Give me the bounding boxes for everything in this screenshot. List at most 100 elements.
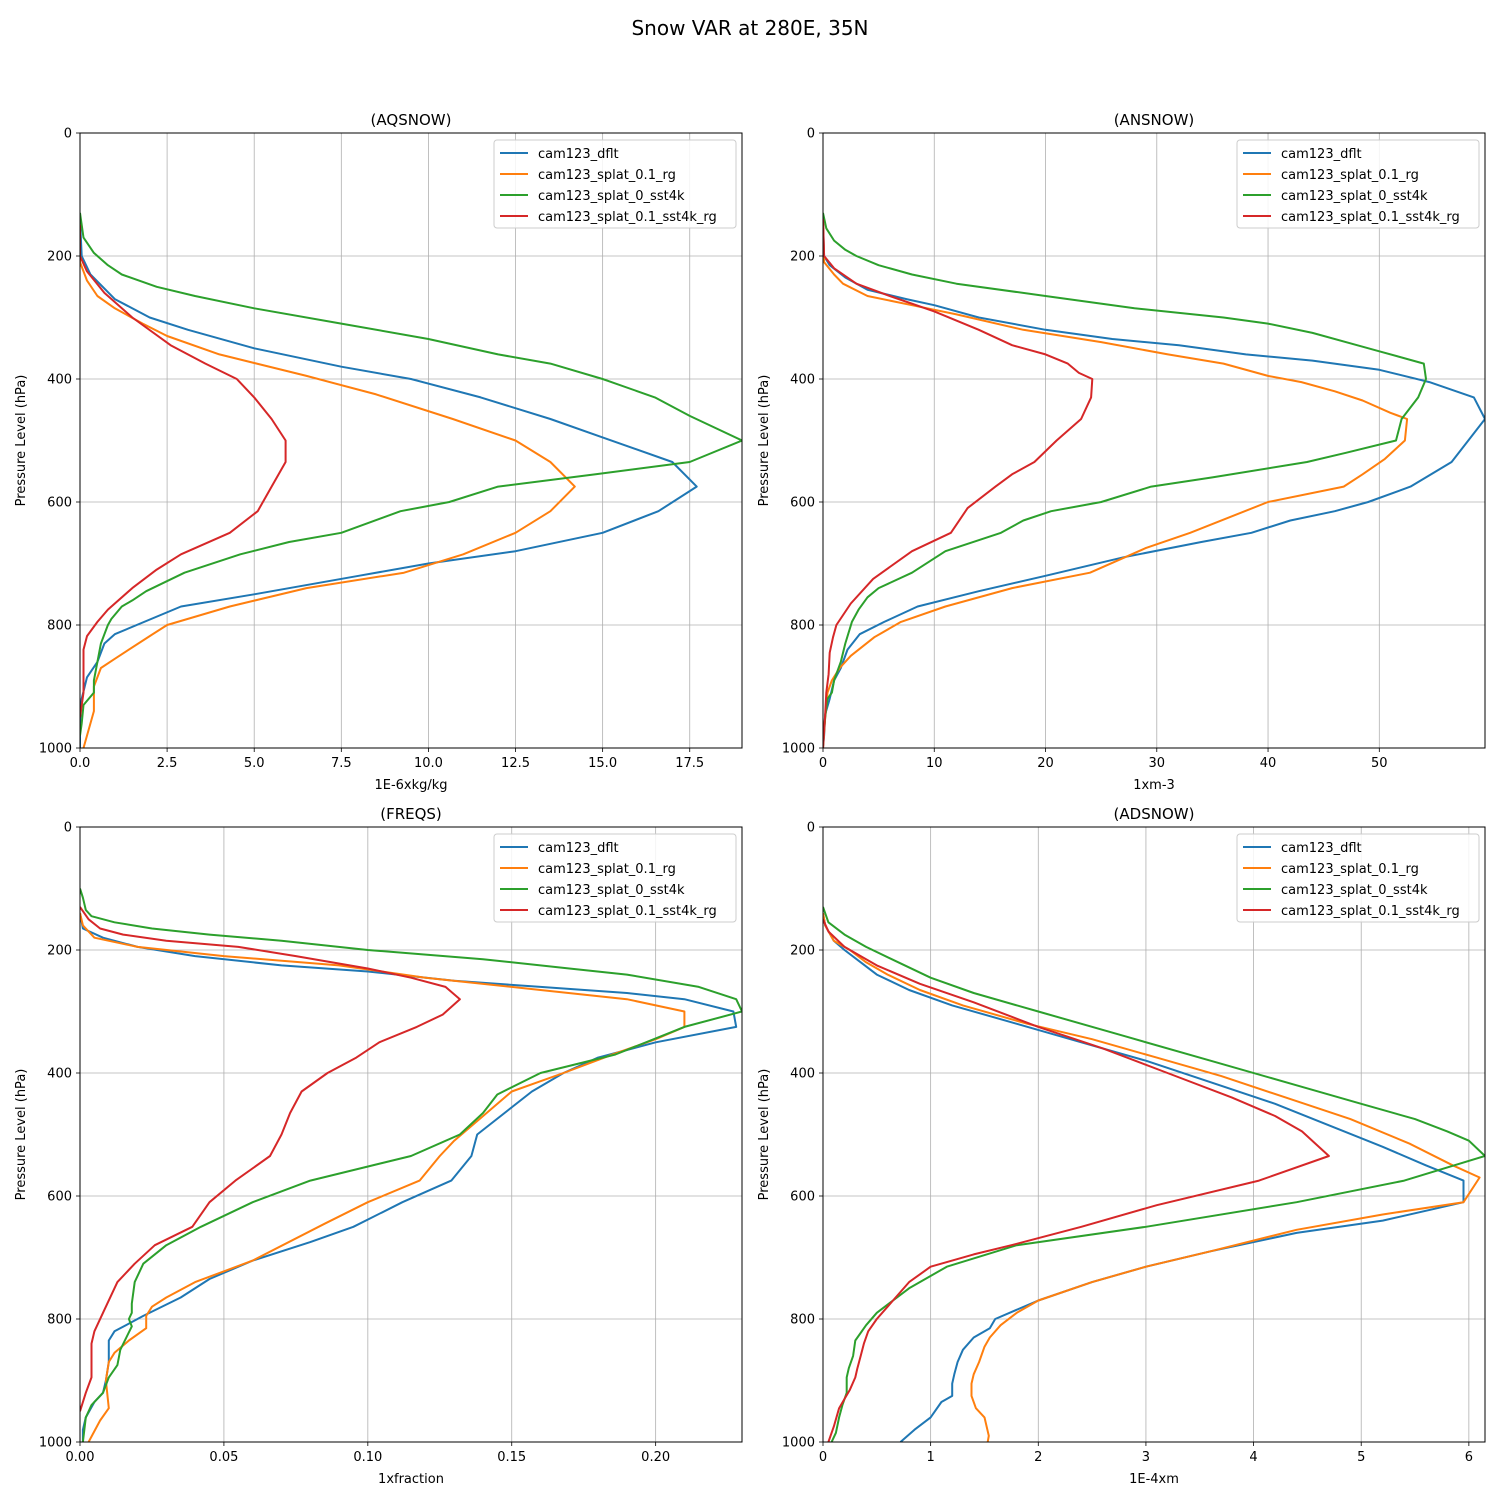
chart-title: (AQSNOW) [371, 111, 452, 129]
legend-box [1236, 139, 1480, 229]
legend-label: cam123_dflt [1281, 841, 1362, 856]
legend-label: cam123_splat_0.1_rg [538, 862, 676, 877]
legend-label: cam123_dflt [1281, 147, 1362, 162]
x-axis-label: 1xfraction [378, 1472, 444, 1487]
y-axis-label: Pressure Level (hPa) [757, 375, 772, 507]
legend-label: cam123_splat_0.1_sst4k_rg [1281, 210, 1460, 225]
series-line-cam123_dflt [823, 912, 1465, 1442]
series-line-cam123_splat_0_sst4k [823, 906, 1485, 1442]
x-axis-label: 1xm-3 [1133, 778, 1175, 793]
y-tick-label: 0 [64, 127, 72, 142]
x-tick-label: 6 [1465, 1450, 1473, 1465]
y-tick-label: 800 [47, 619, 72, 634]
y-axis-label: Pressure Level (hPa) [757, 1069, 772, 1201]
x-tick-label: 0 [819, 1450, 827, 1465]
series-line-cam123_splat_0.1_rg [80, 219, 576, 748]
axes-frame [79, 132, 743, 749]
x-tick-label: 0.20 [641, 1450, 670, 1465]
y-tick-label: 200 [47, 944, 72, 959]
x-tick-label: 17.5 [675, 756, 704, 771]
y-tick-label: 200 [47, 250, 72, 265]
chart-panel-2: 0 10 20 30 40 50 0 200 400 600 800 1000 (ANSNOW) 1xm-… [757, 111, 1486, 793]
y-tick-label: 400 [47, 1067, 72, 1082]
series-line-cam123_dflt [823, 219, 1485, 748]
legend-label: cam123_splat_0.1_sst4k_rg [538, 904, 717, 919]
legend-label: cam123_splat_0.1_sst4k_rg [1281, 904, 1460, 919]
x-tick-label: 0.05 [209, 1450, 238, 1465]
y-tick-label: 1000 [782, 742, 815, 757]
y-tick-label: 600 [790, 1190, 815, 1205]
figure-title: Snow VAR at 280E, 35N [631, 16, 869, 40]
axes-frame [822, 132, 1486, 749]
series-line-cam123_splat_0.1_rg [80, 912, 686, 1442]
x-tick-label: 3 [1142, 1450, 1150, 1465]
x-tick-label: 10 [926, 756, 943, 771]
legend-label: cam123_splat_0_sst4k [538, 189, 685, 204]
y-tick-label: 0 [64, 821, 72, 836]
x-tick-label: 10.0 [414, 756, 443, 771]
y-tick-label: 1000 [39, 1436, 72, 1451]
legend: cam123_dflt cam123_splat_0.1_rg cam123_spl… [493, 833, 737, 923]
x-tick-label: 20 [1037, 756, 1054, 771]
x-tick-label: 40 [1260, 756, 1277, 771]
x-tick-label: 4 [1249, 1450, 1257, 1465]
x-tick-label: 0.0 [70, 756, 91, 771]
series-line-cam123_splat_0_sst4k [80, 212, 742, 736]
legend-box [493, 139, 737, 229]
chart-title: (FREQS) [380, 805, 442, 823]
x-tick-label: 5.0 [244, 756, 265, 771]
legend: cam123_dflt cam123_splat_0.1_rg cam123_spl… [1236, 833, 1480, 923]
y-tick-label: 800 [790, 1313, 815, 1328]
legend-label: cam123_splat_0.1_rg [1281, 862, 1419, 877]
legend-label: cam123_splat_0_sst4k [1281, 189, 1428, 204]
legend-box [1236, 833, 1480, 923]
legend: cam123_dflt cam123_splat_0.1_rg cam123_spl… [493, 139, 737, 229]
series-line-cam123_splat_0.1_rg [823, 219, 1409, 748]
axes-frame [79, 826, 743, 1443]
x-tick-label: 12.5 [501, 756, 530, 771]
x-tick-label: 15.0 [588, 756, 617, 771]
series-line-cam123_splat_0.1_sst4k_rg [823, 219, 1094, 748]
chart-panel-1: 0.0 2.5 5.0 7.5 10.0 12.5 15.0 17.5 0 200 400 600 80… [14, 111, 743, 793]
x-tick-label: 2.5 [157, 756, 178, 771]
y-tick-label: 200 [790, 944, 815, 959]
series-line-cam123_splat_0.1_sst4k_rg [80, 225, 287, 718]
x-tick-label: 50 [1371, 756, 1388, 771]
y-tick-label: 600 [790, 496, 815, 511]
x-tick-label: 1 [927, 1450, 935, 1465]
y-axis-label: Pressure Level (hPa) [14, 1069, 29, 1201]
chart-title: (ANSNOW) [1114, 111, 1195, 129]
series-line-cam123_splat_0_sst4k [80, 888, 742, 1442]
legend-label: cam123_splat_0.1_rg [538, 168, 676, 183]
legend-label: cam123_splat_0.1_rg [1281, 168, 1419, 183]
y-tick-label: 600 [47, 1190, 72, 1205]
x-tick-label: 0.15 [497, 1450, 526, 1465]
chart-title: (ADSNOW) [1114, 805, 1195, 823]
series-line-cam123_dflt [80, 219, 698, 748]
y-tick-label: 200 [790, 250, 815, 265]
legend-box [493, 833, 737, 923]
chart-panel-4: 0 1 2 3 4 5 6 0 200 400 600 800 1000 (ADSNOW) 1E-4xm Pr… [757, 805, 1486, 1487]
y-axis-label: Pressure Level (hPa) [14, 375, 29, 507]
series-line-cam123_splat_0.1_rg [823, 912, 1481, 1442]
legend-label: cam123_splat_0_sst4k [1281, 883, 1428, 898]
y-tick-label: 0 [807, 821, 815, 836]
series-line-cam123_splat_0_sst4k [823, 212, 1427, 742]
x-tick-label: 30 [1149, 756, 1166, 771]
legend-label: cam123_splat_0_sst4k [538, 883, 685, 898]
x-tick-label: 7.5 [331, 756, 352, 771]
chart-panel-3: 0.00 0.05 0.10 0.15 0.20 0 200 400 600 800 1000 (FR… [14, 805, 743, 1487]
series-line-cam123_splat_0.1_sst4k_rg [80, 906, 461, 1412]
x-tick-label: 0 [819, 756, 827, 771]
axes-frame [822, 826, 1486, 1443]
y-tick-label: 400 [790, 373, 815, 388]
x-axis-label: 1E-4xm [1129, 1472, 1179, 1487]
y-tick-label: 600 [47, 496, 72, 511]
x-tick-label: 5 [1357, 1450, 1365, 1465]
y-tick-label: 1000 [39, 742, 72, 757]
series-line-cam123_splat_0.1_sst4k_rg [823, 918, 1330, 1442]
series-line-cam123_dflt [80, 912, 738, 1442]
x-tick-label: 2 [1034, 1450, 1042, 1465]
y-tick-label: 800 [790, 619, 815, 634]
